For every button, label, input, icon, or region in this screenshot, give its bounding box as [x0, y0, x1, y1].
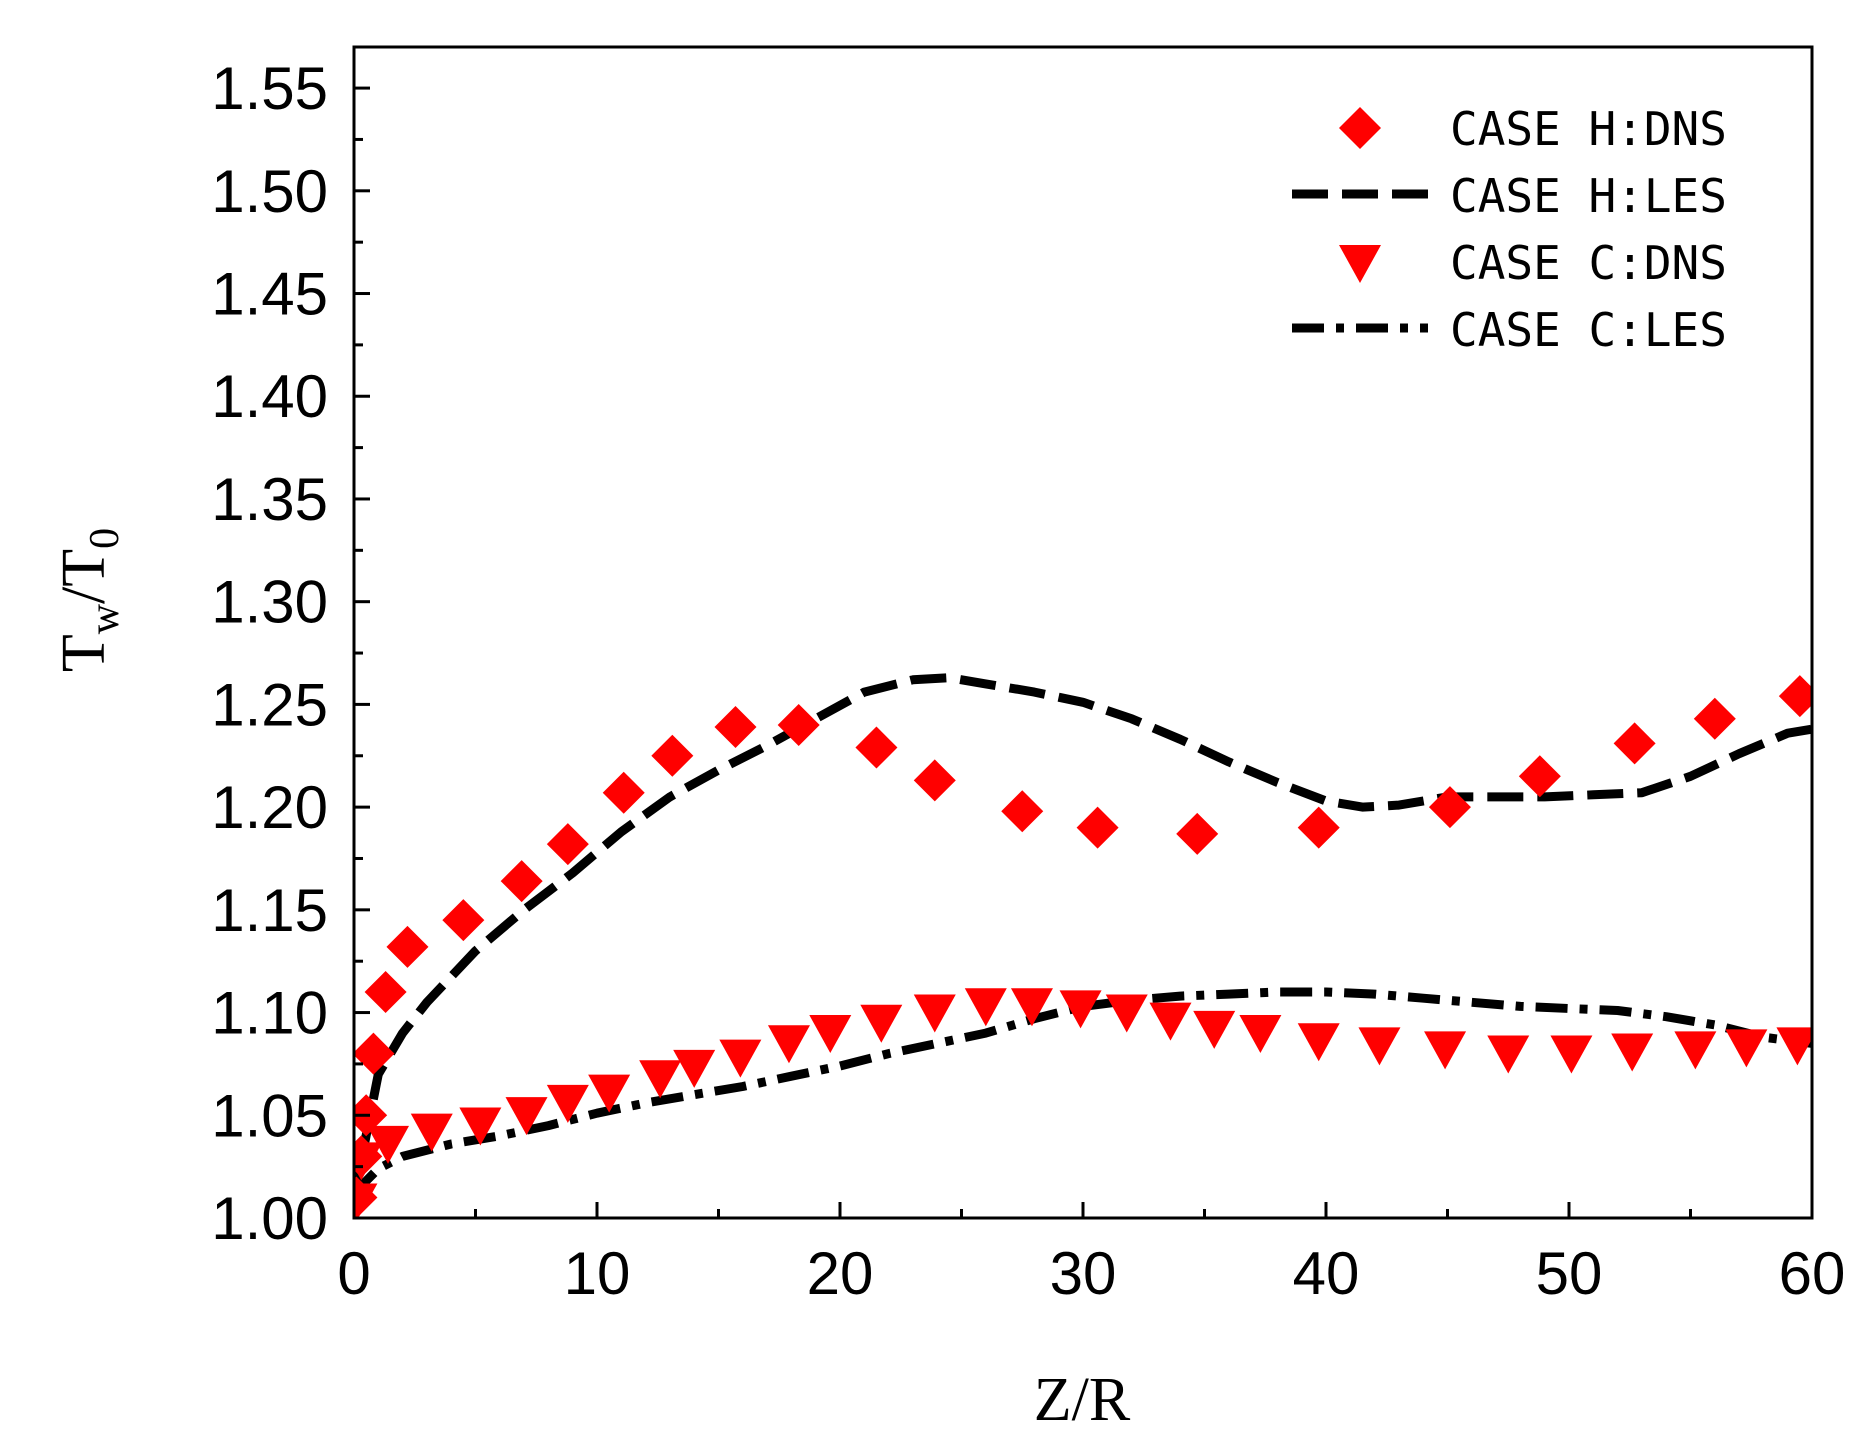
legend-label-case-c-dns: CASE C:DNS [1450, 236, 1727, 290]
triangle-point [639, 1060, 682, 1099]
y-tick-label: 1.35 [211, 466, 328, 533]
diamond-point [1778, 675, 1812, 718]
diamond-point [1076, 806, 1119, 849]
y-tick-label: 1.05 [211, 1082, 328, 1149]
diamond-point [386, 925, 429, 968]
plot-area [354, 673, 1812, 1218]
diamond-point [714, 706, 757, 749]
legend-label-case-h-les: CASE H:LES [1450, 169, 1727, 223]
y-tick-label: 1.45 [211, 261, 328, 328]
triangle-point [860, 1004, 903, 1043]
x-axis-title: Z/R [1034, 1366, 1131, 1434]
triangle-point [809, 1014, 852, 1053]
triangle-point [459, 1107, 502, 1146]
triangle-point [1239, 1014, 1282, 1053]
triangle-point [505, 1097, 548, 1136]
x-tick-label: 0 [337, 1240, 370, 1307]
triangle-point [719, 1039, 762, 1078]
diamond-point [364, 971, 407, 1014]
y-tick-label: 1.10 [211, 980, 328, 1047]
legend-entry-case-h-les: CASE H:LES [1292, 169, 1727, 223]
y-tick-label: 1.00 [211, 1185, 328, 1252]
x-tick-label: 20 [807, 1240, 874, 1307]
triangle-point [354, 1183, 378, 1218]
triangle-point [1424, 1031, 1467, 1070]
diamond-point [354, 1094, 388, 1137]
diamond-point [1176, 812, 1219, 855]
x-tick-label: 10 [564, 1240, 631, 1307]
triangle-point [410, 1113, 453, 1152]
y-axis-ticks: 1.00 1.05 1.10 1.15 1.20 1.25 1.30 1.35 1.40 1.45… [211, 55, 370, 1252]
diamond-point [500, 860, 543, 903]
series-line-1 [354, 673, 1812, 1199]
triangle-point [1358, 1027, 1401, 1066]
y-tick-label: 1.30 [211, 569, 328, 636]
triangle-point [1550, 1035, 1593, 1074]
legend-diamond-icon [1339, 107, 1381, 149]
diamond-point [1428, 786, 1471, 829]
legend-entry-case-c-dns: CASE C:DNS [1339, 236, 1727, 290]
x-tick-label: 50 [1536, 1240, 1603, 1307]
triangle-point [1193, 1010, 1236, 1049]
plot-content [354, 673, 1812, 1218]
y-axis-title: Tw/T0 [50, 528, 128, 672]
triangle-point [964, 988, 1007, 1027]
triangle-point [546, 1084, 589, 1123]
triangle-point [1674, 1031, 1717, 1070]
triangle-point [767, 1025, 810, 1064]
triangle-point [1059, 990, 1102, 1029]
diamond-point [777, 703, 820, 746]
triangle-point [367, 1125, 410, 1164]
diamond-point [354, 1032, 395, 1075]
x-tick-label: 60 [1779, 1240, 1846, 1307]
y-axis-title-main: T [50, 634, 118, 672]
diamond-point [442, 899, 485, 942]
diamond-point [1518, 755, 1561, 798]
y-axis-title-sub-w: w [82, 603, 128, 634]
diamond-point [1001, 790, 1044, 833]
x-tick-label: 30 [1050, 1240, 1117, 1307]
y-axis-title-main-2: T [50, 549, 118, 587]
triangle-point [1149, 1002, 1192, 1041]
diamond-point [546, 823, 589, 866]
triangle-point [1297, 1023, 1340, 1062]
y-tick-label: 1.15 [211, 877, 328, 944]
triangle-point [673, 1049, 716, 1088]
y-axis-title-sub-0: 0 [82, 528, 128, 549]
triangle-point [1776, 1027, 1812, 1066]
y-tick-label: 1.20 [211, 774, 328, 841]
legend: CASE H:DNS CASE H:LES CASE C:DNS CASE C:… [1292, 102, 1727, 357]
diamond-point [1297, 806, 1340, 849]
triangle-point [913, 994, 956, 1033]
diamond-point [855, 726, 898, 769]
diamond-point [602, 771, 645, 814]
legend-label-case-h-dns: CASE H:DNS [1450, 102, 1727, 156]
triangle-point [1487, 1035, 1530, 1074]
triangle-point [354, 1142, 383, 1181]
legend-triangle-down-icon [1339, 245, 1381, 283]
diamond-point [913, 759, 956, 802]
y-tick-label: 1.25 [211, 671, 328, 738]
diamond-point [651, 734, 694, 777]
y-tick-label: 1.55 [211, 55, 328, 122]
x-axis-ticks: 0 10 20 30 40 50 60 [337, 1202, 1845, 1307]
triangle-point [1725, 1029, 1768, 1068]
legend-label-case-c-les: CASE C:LES [1450, 303, 1727, 357]
triangle-point [588, 1074, 631, 1113]
legend-entry-case-c-les: CASE C:LES [1292, 303, 1727, 357]
y-tick-label: 1.50 [211, 158, 328, 225]
triangle-point [1105, 994, 1148, 1033]
y-tick-label: 1.40 [211, 363, 328, 430]
triangle-point [1611, 1033, 1654, 1072]
triangle-point [1010, 988, 1053, 1027]
x-tick-label: 40 [1293, 1240, 1360, 1307]
diamond-point [1613, 722, 1656, 765]
diamond-point [1693, 697, 1736, 740]
legend-entry-case-h-dns: CASE H:DNS [1339, 102, 1727, 156]
y-axis-title-slash: / [50, 586, 118, 604]
